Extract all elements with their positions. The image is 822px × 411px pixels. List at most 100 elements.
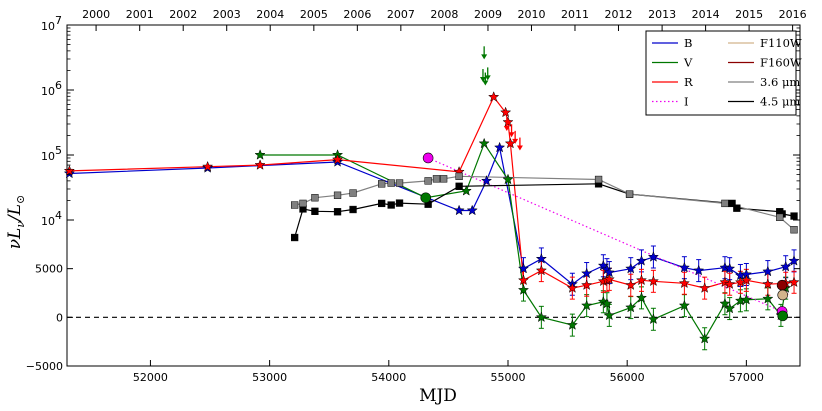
- data-point-V: [517, 284, 530, 295]
- legend-label: 3.6 μm: [760, 75, 800, 89]
- data-point-B: [494, 141, 506, 153]
- y-title-mid: /L: [5, 204, 25, 223]
- data-point-V: [740, 293, 752, 305]
- legend-label: R: [684, 75, 693, 89]
- data-point-R: [724, 278, 736, 289]
- data-point-R: [63, 164, 75, 176]
- data-point-V: [478, 137, 490, 149]
- data-point-B: [693, 264, 705, 276]
- data-point-B: [635, 254, 648, 266]
- photometry-circle: [777, 289, 789, 301]
- x-tick-label: 57000: [729, 371, 764, 384]
- x-tick-label: 55000: [490, 371, 525, 384]
- data-point-36μm: [432, 175, 441, 183]
- x-tick-label: 56000: [610, 371, 645, 384]
- year-tick-label: 2000: [82, 8, 110, 21]
- data-point-45μm: [311, 207, 319, 215]
- data-point-36μm: [776, 213, 784, 221]
- y-log-tick-exponent: 5: [55, 144, 62, 157]
- data-point-V: [254, 149, 266, 160]
- data-point-36μm: [349, 189, 357, 197]
- data-point-R: [740, 274, 752, 286]
- data-point-V: [719, 297, 731, 309]
- data-point-36μm: [439, 175, 448, 183]
- data-point-36μm: [290, 201, 299, 209]
- year-tick-label: 2005: [300, 8, 328, 21]
- data-point-V: [678, 299, 690, 311]
- year-tick-label: 2013: [648, 8, 676, 21]
- data-point-36μm: [311, 194, 319, 202]
- photometry-circle: [420, 192, 432, 204]
- data-point-36μm: [455, 172, 463, 180]
- year-tick-label: 2010: [517, 8, 545, 21]
- year-tick-label: 2016: [779, 8, 807, 21]
- y-tick-label: −5000: [26, 360, 63, 373]
- upper-limit-arrowhead: [516, 145, 523, 151]
- x-axis-title: MJD: [419, 386, 457, 406]
- data-point-V: [603, 309, 615, 321]
- data-point-45μm: [733, 204, 741, 212]
- legend-label: I: [684, 95, 689, 109]
- y-tick-label: 0: [56, 311, 63, 324]
- data-point-B: [647, 251, 659, 262]
- data-point-R: [488, 91, 500, 102]
- upper-limit-arrowhead: [508, 132, 515, 138]
- svg-text:νLν/L⊙: νLν/L⊙: [5, 195, 27, 250]
- data-point-45μm: [333, 208, 342, 216]
- upper-limit-arrowhead: [481, 54, 488, 60]
- data-point-45μm: [790, 212, 798, 220]
- y-log-tick-label: 10: [41, 150, 55, 163]
- data-point-R: [635, 274, 648, 286]
- data-point-45μm: [290, 233, 299, 242]
- data-point-36μm: [594, 175, 603, 184]
- data-point-R: [603, 273, 615, 285]
- x-tick-label: 53000: [252, 371, 287, 384]
- data-point-R: [502, 116, 514, 127]
- photometry-circle: [777, 310, 789, 322]
- upper-limit-arrowhead: [482, 80, 489, 86]
- data-point-36μm: [395, 179, 404, 187]
- year-tick-label: 2014: [692, 8, 720, 21]
- data-point-45μm: [455, 182, 463, 190]
- series-layer: [63, 46, 800, 351]
- data-point-45μm: [387, 201, 395, 209]
- data-point-V: [502, 173, 514, 185]
- data-point-V: [566, 319, 578, 330]
- upper-limit-arrowhead: [479, 77, 486, 83]
- data-point-V: [581, 299, 593, 311]
- data-point-V: [601, 297, 613, 309]
- data-point-R: [202, 160, 214, 172]
- year-tick-label: 2002: [169, 8, 197, 21]
- year-tick-label: 2004: [256, 8, 284, 21]
- data-point-R: [581, 279, 593, 290]
- y-log-tick-label: 10: [41, 215, 55, 228]
- data-point-36μm: [387, 179, 395, 187]
- data-point-R: [719, 276, 731, 288]
- data-point-V: [625, 301, 637, 313]
- legend-label: 4.5 μm: [760, 95, 800, 109]
- y-tick-label: 5000: [35, 263, 63, 276]
- data-point-45μm: [728, 199, 736, 208]
- data-point-B: [453, 204, 465, 216]
- data-point-R: [500, 106, 512, 118]
- year-tick-label: 2008: [430, 8, 458, 21]
- data-point-36μm: [333, 191, 342, 199]
- year-tick-label: 2001: [126, 8, 154, 21]
- photometry-circle: [776, 279, 788, 291]
- y-title-main: νL: [5, 228, 25, 250]
- data-point-B: [780, 260, 792, 272]
- data-point-V: [699, 332, 711, 344]
- data-point-R: [678, 277, 690, 289]
- data-point-B: [466, 204, 478, 216]
- data-point-V: [762, 292, 774, 304]
- data-point-V: [724, 302, 736, 314]
- data-point-V: [535, 311, 547, 323]
- photometry-circle: [422, 152, 434, 164]
- legend-label: V: [683, 56, 693, 70]
- year-tick-label: 2007: [387, 8, 415, 21]
- data-point-R: [254, 159, 266, 170]
- legend-label: B: [684, 36, 692, 50]
